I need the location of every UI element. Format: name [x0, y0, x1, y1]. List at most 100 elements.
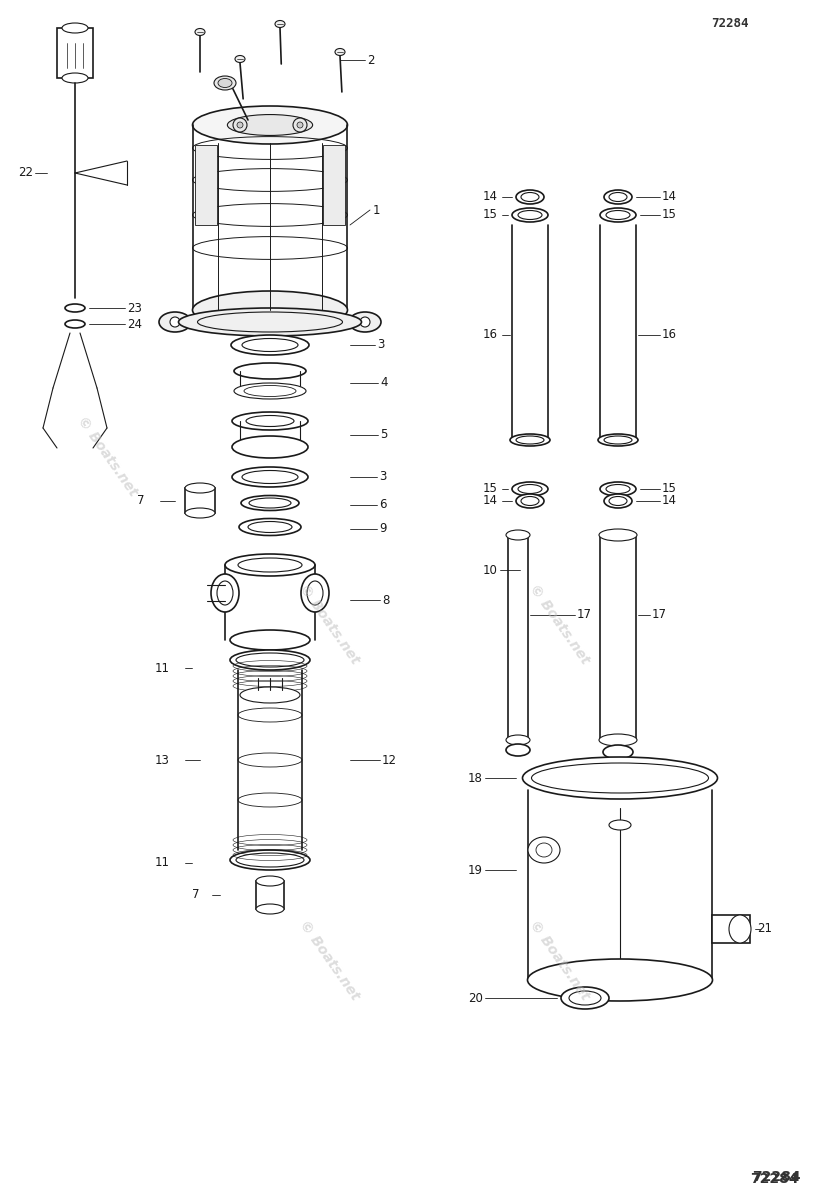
Ellipse shape [512, 208, 548, 222]
Ellipse shape [609, 820, 631, 830]
Ellipse shape [536, 842, 552, 857]
Text: 15: 15 [483, 209, 498, 222]
Bar [712, 914, 750, 943]
Ellipse shape [230, 850, 310, 870]
Ellipse shape [606, 485, 630, 493]
Ellipse shape [561, 986, 609, 1009]
Text: 5: 5 [380, 428, 388, 442]
Text: 72284: 72284 [752, 1170, 801, 1184]
Ellipse shape [230, 650, 310, 670]
Ellipse shape [599, 734, 637, 746]
Text: 15: 15 [662, 482, 677, 496]
Ellipse shape [193, 290, 347, 329]
Text: © Boats.net: © Boats.net [296, 917, 362, 1003]
Text: 6: 6 [379, 498, 387, 511]
Ellipse shape [307, 581, 323, 605]
Ellipse shape [516, 190, 544, 204]
Ellipse shape [506, 744, 530, 756]
Text: 1: 1 [373, 204, 380, 216]
Circle shape [237, 122, 243, 128]
Ellipse shape [217, 581, 233, 605]
Text: 17: 17 [652, 608, 667, 622]
Bar [195, 145, 217, 226]
Ellipse shape [235, 55, 245, 62]
Ellipse shape [510, 434, 550, 446]
Ellipse shape [256, 876, 284, 886]
Bar [256, 881, 284, 910]
Ellipse shape [599, 529, 637, 541]
Text: 3: 3 [379, 470, 386, 484]
Text: 18: 18 [468, 772, 483, 785]
Ellipse shape [211, 574, 239, 612]
Text: 13: 13 [155, 754, 170, 767]
Ellipse shape [528, 838, 560, 863]
Ellipse shape [227, 114, 313, 136]
Text: 3: 3 [377, 338, 384, 352]
Bar [57, 28, 93, 78]
Text: 20: 20 [468, 991, 483, 1004]
Text: 23: 23 [127, 301, 142, 314]
Ellipse shape [234, 383, 306, 398]
Ellipse shape [301, 574, 329, 612]
Ellipse shape [729, 914, 751, 943]
Ellipse shape [232, 412, 308, 430]
Ellipse shape [569, 991, 601, 1006]
Ellipse shape [240, 686, 300, 703]
Ellipse shape [238, 558, 302, 572]
Text: 72284: 72284 [750, 1172, 798, 1186]
Ellipse shape [512, 482, 548, 496]
Ellipse shape [600, 208, 636, 222]
Ellipse shape [242, 470, 298, 484]
Text: 7: 7 [193, 888, 200, 901]
Ellipse shape [159, 312, 191, 332]
Ellipse shape [349, 312, 381, 332]
Ellipse shape [236, 653, 304, 667]
Ellipse shape [239, 518, 301, 535]
Ellipse shape [609, 497, 627, 505]
Ellipse shape [516, 494, 544, 508]
Circle shape [293, 118, 307, 132]
Ellipse shape [598, 434, 638, 446]
Text: 11: 11 [155, 857, 170, 870]
Ellipse shape [275, 20, 285, 28]
Text: 4: 4 [380, 377, 388, 390]
Ellipse shape [606, 210, 630, 220]
Ellipse shape [506, 734, 530, 745]
Ellipse shape [232, 436, 308, 458]
Text: 14: 14 [662, 191, 677, 204]
Text: 19: 19 [468, 864, 483, 876]
Ellipse shape [249, 498, 291, 508]
Ellipse shape [185, 508, 215, 518]
Ellipse shape [604, 436, 632, 444]
Circle shape [360, 317, 370, 326]
Ellipse shape [65, 304, 85, 312]
Ellipse shape [600, 482, 636, 496]
Ellipse shape [246, 415, 294, 426]
Text: 17: 17 [577, 608, 592, 622]
Ellipse shape [65, 320, 85, 328]
Text: 14: 14 [483, 191, 498, 204]
Text: 72284: 72284 [711, 17, 749, 30]
Ellipse shape [193, 106, 347, 144]
Text: 15: 15 [662, 209, 677, 222]
Text: 15: 15 [483, 482, 498, 496]
Circle shape [297, 122, 303, 128]
Text: 8: 8 [382, 594, 389, 606]
Ellipse shape [532, 763, 709, 793]
Ellipse shape [62, 73, 88, 83]
Ellipse shape [335, 48, 345, 55]
Ellipse shape [603, 745, 633, 758]
Text: 21: 21 [757, 923, 772, 936]
Text: 11: 11 [155, 661, 170, 674]
Circle shape [170, 317, 180, 326]
Ellipse shape [241, 496, 299, 510]
Ellipse shape [604, 190, 632, 204]
Ellipse shape [256, 904, 284, 914]
Ellipse shape [232, 467, 308, 487]
Text: 14: 14 [483, 494, 498, 508]
Ellipse shape [521, 192, 539, 202]
Ellipse shape [521, 497, 539, 505]
Text: 22: 22 [18, 167, 33, 180]
Text: 24: 24 [127, 318, 142, 330]
Ellipse shape [609, 192, 627, 202]
